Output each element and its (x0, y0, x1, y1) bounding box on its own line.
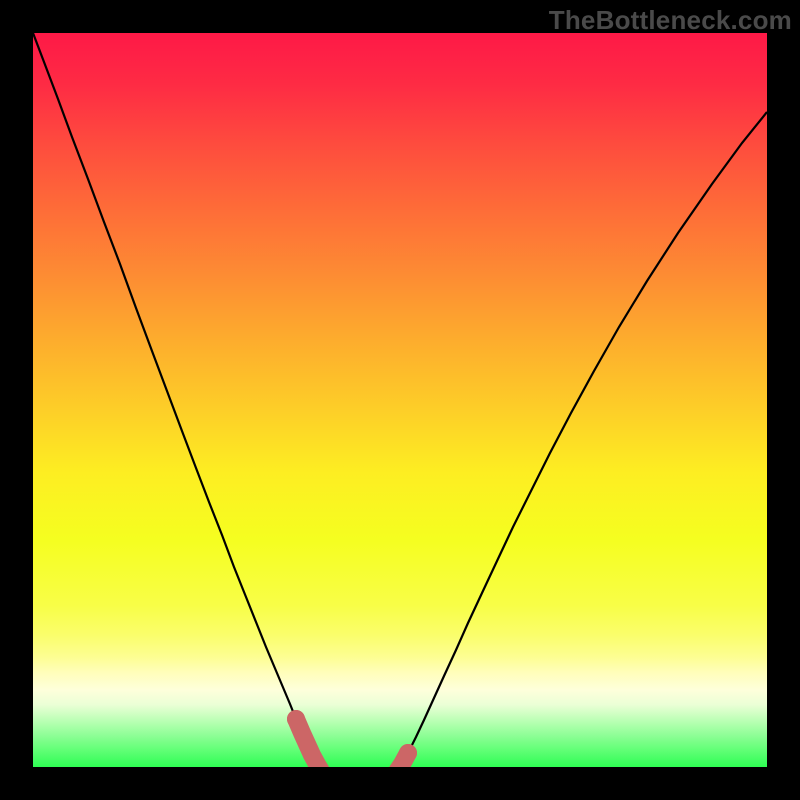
bottleneck-curve-plot (0, 0, 800, 800)
optimal-range-endpoint-left (287, 710, 305, 728)
gradient-background (33, 33, 767, 767)
optimal-range-endpoint-right (399, 744, 417, 762)
source-watermark: TheBottleneck.com (549, 5, 792, 36)
chart-frame: TheBottleneck.com (0, 0, 800, 800)
